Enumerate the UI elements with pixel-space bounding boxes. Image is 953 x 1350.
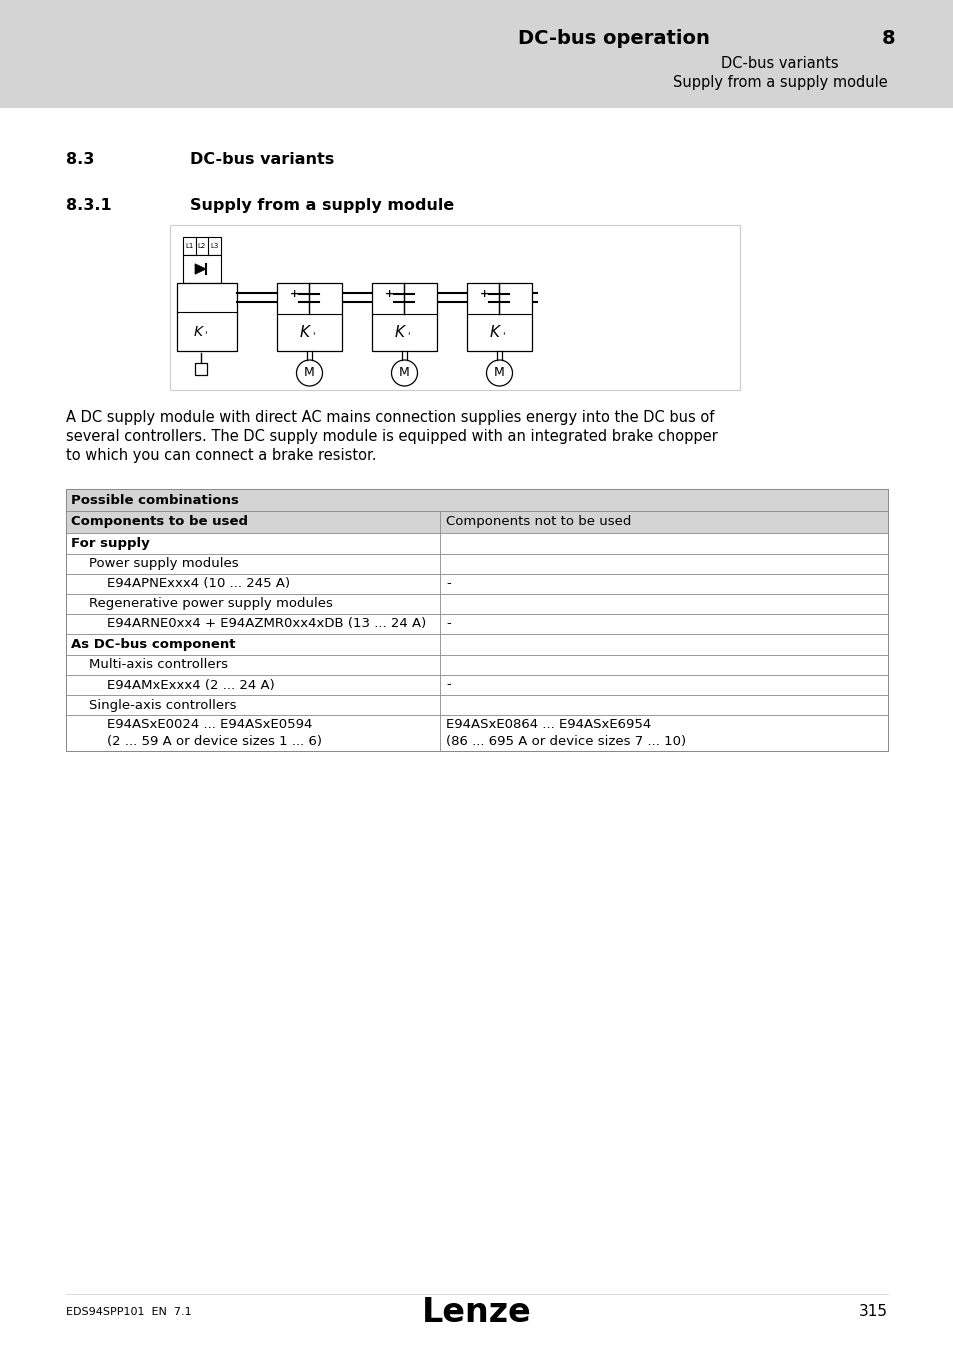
Polygon shape: [194, 263, 206, 274]
Text: +: +: [479, 289, 489, 298]
Bar: [66, 716, 887, 751]
Text: 8.3.1: 8.3.1: [66, 198, 112, 213]
Circle shape: [391, 360, 417, 386]
Text: 8: 8: [881, 28, 894, 47]
Text: K: K: [394, 325, 404, 340]
Text: ': ': [312, 331, 314, 340]
Text: K: K: [193, 325, 202, 339]
Text: ': ': [407, 331, 409, 340]
Bar: [66, 695, 887, 716]
Circle shape: [486, 360, 512, 386]
Text: Multi-axis controllers: Multi-axis controllers: [89, 659, 228, 671]
Bar: [276, 284, 341, 351]
Text: Regenerative power supply modules: Regenerative power supply modules: [89, 598, 333, 610]
Text: DC-bus operation: DC-bus operation: [517, 28, 709, 47]
Text: +: +: [290, 289, 299, 298]
Bar: [66, 574, 887, 594]
Bar: [66, 489, 887, 512]
Text: Lenze: Lenze: [421, 1296, 532, 1328]
Text: M: M: [398, 366, 410, 379]
Text: DC-bus variants: DC-bus variants: [190, 153, 334, 167]
Text: Supply from a supply module: Supply from a supply module: [190, 198, 454, 213]
Bar: [66, 554, 887, 574]
Text: For supply: For supply: [71, 537, 150, 549]
Bar: [170, 225, 740, 390]
Text: Components not to be used: Components not to be used: [446, 516, 631, 528]
Bar: [183, 255, 221, 284]
Text: ': ': [204, 329, 206, 340]
Text: K: K: [299, 325, 309, 340]
Text: E94ASxE0024 ... E94ASxE0594
(2 ... 59 A or device sizes 1 ... 6): E94ASxE0024 ... E94ASxE0594 (2 ... 59 A …: [107, 718, 322, 748]
Text: ': ': [501, 331, 504, 340]
Text: -: -: [446, 617, 450, 630]
Bar: [66, 614, 887, 634]
Text: Components to be used: Components to be used: [71, 516, 248, 528]
Text: As DC-bus component: As DC-bus component: [71, 639, 235, 651]
Text: +: +: [384, 289, 394, 298]
Bar: [0, 0, 953, 108]
Text: E94AMxExxx4 (2 ... 24 A): E94AMxExxx4 (2 ... 24 A): [107, 679, 274, 691]
Text: EDS94SPP101  EN  7.1: EDS94SPP101 EN 7.1: [66, 1307, 192, 1318]
Bar: [66, 533, 887, 554]
Bar: [66, 512, 887, 533]
Bar: [194, 363, 207, 375]
Bar: [66, 594, 887, 614]
Bar: [183, 238, 221, 255]
Bar: [66, 655, 887, 675]
Text: 8.3: 8.3: [66, 153, 94, 167]
Text: several controllers. The DC supply module is equipped with an integrated brake c: several controllers. The DC supply modul…: [66, 429, 717, 444]
Text: E94APNExxx4 (10 ... 245 A): E94APNExxx4 (10 ... 245 A): [107, 578, 290, 590]
Text: Possible combinations: Possible combinations: [71, 494, 238, 506]
Text: K: K: [489, 325, 498, 340]
Bar: [177, 284, 236, 351]
Text: Supply from a supply module: Supply from a supply module: [672, 74, 886, 89]
Text: M: M: [494, 366, 504, 379]
Bar: [372, 284, 436, 351]
Bar: [66, 675, 887, 695]
Text: Power supply modules: Power supply modules: [89, 558, 238, 571]
Text: E94ARNE0xx4 + E94AZMR0xx4xDB (13 ... 24 A): E94ARNE0xx4 + E94AZMR0xx4xDB (13 ... 24 …: [107, 617, 426, 630]
Text: -: -: [446, 578, 450, 590]
Text: L3: L3: [211, 243, 218, 248]
Circle shape: [296, 360, 322, 386]
Text: M: M: [304, 366, 314, 379]
Bar: [467, 284, 532, 351]
Text: A DC supply module with direct AC mains connection supplies energy into the DC b: A DC supply module with direct AC mains …: [66, 410, 714, 425]
Text: L2: L2: [197, 243, 206, 248]
Text: -: -: [446, 679, 450, 691]
Text: E94ASxE0864 ... E94ASxE6954
(86 ... 695 A or device sizes 7 ... 10): E94ASxE0864 ... E94ASxE6954 (86 ... 695 …: [446, 718, 685, 748]
Text: DC-bus variants: DC-bus variants: [720, 55, 838, 70]
Text: L1: L1: [185, 243, 193, 248]
Text: Single-axis controllers: Single-axis controllers: [89, 698, 236, 711]
Text: 315: 315: [858, 1304, 887, 1319]
Text: to which you can connect a brake resistor.: to which you can connect a brake resisto…: [66, 448, 376, 463]
Bar: [66, 634, 887, 655]
